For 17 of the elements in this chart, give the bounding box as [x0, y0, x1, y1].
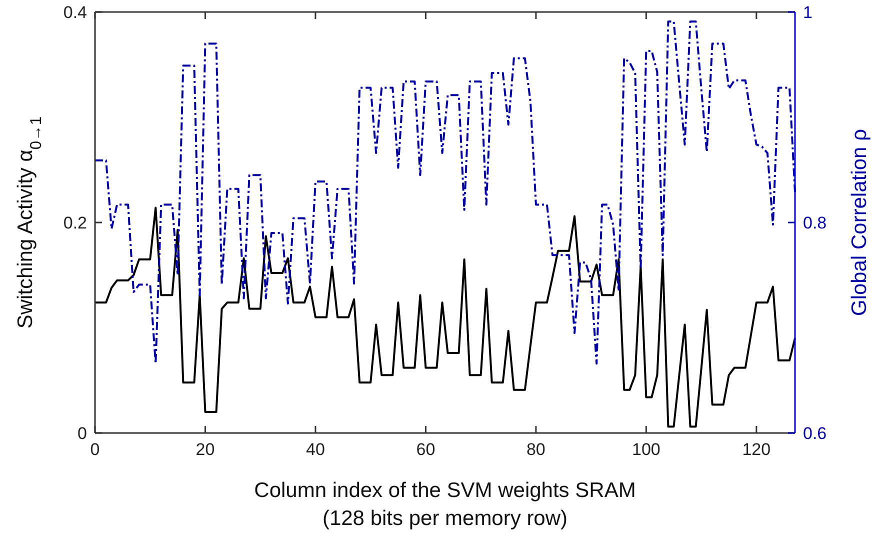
- y2-tick-label: 0.8: [803, 213, 827, 232]
- x-tick-label: 80: [526, 440, 546, 459]
- y2-tick-label: 0.6: [803, 424, 827, 443]
- y2-axis-title: Global Correlation ρ: [848, 128, 871, 316]
- line-series: [94, 206, 796, 428]
- x-tick-label: 40: [306, 440, 325, 459]
- x-tick-label: 60: [416, 440, 436, 459]
- line-series: [94, 20, 796, 365]
- y-tick-label: 0: [78, 424, 87, 443]
- x-tick-label: 0: [90, 440, 100, 459]
- x-tick-label: 120: [742, 440, 771, 459]
- x-tick-label: 20: [196, 440, 215, 459]
- x-axis-title: Column index of the SVM weights SRAM (128 bits per memory row): [254, 479, 636, 530]
- y-tick-label: 0.4: [63, 2, 87, 22]
- y-tick-label: 0.2: [63, 213, 87, 232]
- y2-tick-label: 1: [803, 2, 812, 22]
- x-tick-label: 100: [632, 440, 660, 459]
